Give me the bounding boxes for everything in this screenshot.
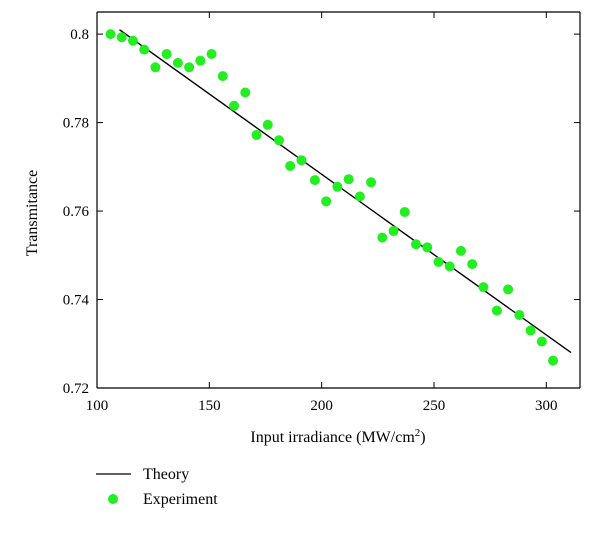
legend-theory-label: Theory — [143, 466, 189, 483]
experiment-point — [343, 174, 354, 185]
experiment-point — [172, 57, 183, 68]
series-layer — [105, 29, 572, 366]
experiment-point — [377, 232, 388, 243]
experiment-point — [388, 225, 399, 236]
experiment-point — [503, 284, 514, 295]
x-tick-label: 150 — [198, 398, 221, 414]
experiment-point — [217, 71, 228, 82]
experiment-point — [273, 135, 284, 146]
experiment-point — [251, 129, 262, 140]
ticks: 100 150 200 250 300 0.72 0.74 0.76 0.78 0.8 — [63, 12, 580, 414]
experiment-point — [229, 100, 240, 111]
experiment-point — [161, 49, 172, 60]
experiment-point — [548, 355, 559, 366]
experiment-point — [467, 259, 478, 270]
y-axis-title: Transmitance — [24, 170, 41, 257]
plot-frame — [96, 11, 581, 389]
experiment-point — [478, 282, 489, 293]
experiment-point — [433, 256, 444, 267]
experiment-point — [139, 44, 150, 55]
experiment-point — [262, 119, 273, 130]
x-tick-label: 200 — [310, 398, 333, 414]
experiment-point — [455, 245, 466, 256]
x-tick-label: 300 — [535, 398, 558, 414]
experiment-point — [366, 177, 377, 188]
experiment-point — [127, 35, 138, 46]
experiment-point — [321, 196, 332, 207]
experiment-point — [285, 160, 296, 171]
experiment-point — [309, 175, 320, 186]
experiment-point — [525, 325, 536, 336]
experiment-point — [296, 155, 307, 166]
experiment-point — [150, 62, 161, 73]
y-tick-label: 0.76 — [63, 204, 90, 220]
theory-line — [119, 29, 572, 354]
y-tick-label: 0.78 — [63, 116, 89, 132]
experiment-point — [514, 310, 525, 321]
legend-experiment-label: Experiment — [143, 491, 218, 508]
experiment-point — [240, 87, 251, 98]
x-tick-label: 100 — [86, 398, 109, 414]
experiment-point — [332, 181, 343, 192]
experiment-point — [105, 29, 116, 40]
experiment-point — [354, 191, 365, 202]
experiment-point — [116, 32, 127, 43]
y-tick-label: 0.72 — [63, 381, 89, 397]
experiment-point — [536, 336, 547, 347]
experiment-point — [206, 49, 217, 60]
y-tick-label: 0.74 — [63, 293, 90, 309]
experiment-point — [444, 261, 455, 272]
experiment-point — [184, 62, 195, 73]
legend-experiment-swatch — [108, 494, 118, 504]
experiment-point — [411, 239, 422, 250]
experiment-point — [399, 206, 410, 217]
x-axis-title-superscript: 2 — [415, 427, 421, 439]
y-tick-label: 0.8 — [70, 27, 89, 43]
experiment-point — [491, 305, 502, 316]
experiment-point — [422, 242, 433, 253]
legend: Theory Experiment — [96, 466, 218, 508]
experiment-point — [195, 55, 206, 66]
x-tick-label: 250 — [423, 398, 446, 414]
x-axis-title: Input irradiance (MW/cm2) — [250, 427, 425, 446]
